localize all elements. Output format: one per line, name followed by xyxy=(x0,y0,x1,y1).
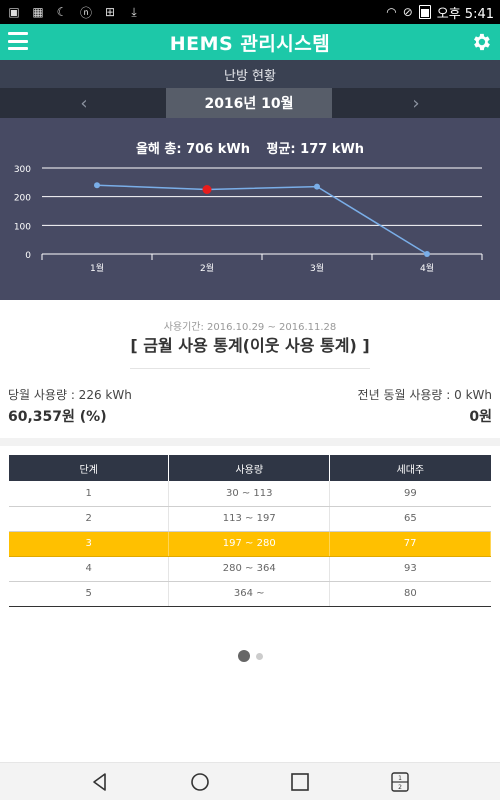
total-usage: 올해 총: 706 kWh xyxy=(135,142,250,157)
notification-icons: ▣ ▦ ☾ ⓝ ⊞ ⤓ xyxy=(6,4,142,21)
cell-count: 80 xyxy=(329,581,491,607)
header-stage: 단계 xyxy=(9,455,170,481)
month-nav: ‹ 2016년 10월 › xyxy=(0,88,500,118)
data-point-selected xyxy=(202,185,212,194)
app-bar: HEMS 관리시스템 xyxy=(0,24,500,60)
data-point xyxy=(314,183,320,190)
next-month-button[interactable]: › xyxy=(412,92,420,114)
image-icon: ▦ xyxy=(32,5,44,19)
cell-stage: 4 xyxy=(9,556,170,582)
cell-range: 113 ~ 197 xyxy=(168,506,331,532)
page-dot-active[interactable] xyxy=(237,650,250,662)
menu-icon[interactable] xyxy=(8,32,28,50)
stats-heading: [ 금월 사용 통계(이웃 사용 통계) ] xyxy=(130,336,370,355)
cell-count: 77 xyxy=(329,531,491,557)
y-tick-label: 100 xyxy=(14,222,31,232)
table-row-highlighted: 3 197 ~ 280 77 xyxy=(9,531,491,557)
app-title: HEMS 관리시스템 xyxy=(169,32,331,55)
cell-range: 30 ~ 113 xyxy=(168,481,331,507)
current-month: 2016년 10월 xyxy=(166,88,332,118)
cell-stage: 3 xyxy=(9,531,170,557)
current-usage: 당월 사용량 : 226 kWh xyxy=(8,388,132,402)
svg-text:1: 1 xyxy=(398,775,402,782)
gear-icon[interactable] xyxy=(470,31,492,53)
cell-count: 65 xyxy=(329,506,491,532)
cell-count: 99 xyxy=(329,481,491,507)
y-tick-label: 0 xyxy=(25,251,31,261)
x-tick-label: 2월 xyxy=(200,262,214,274)
recents-icon[interactable] xyxy=(289,771,311,793)
header-usage: 사용량 xyxy=(168,455,331,481)
status-bar: ▣ ▦ ☾ ⓝ ⊞ ⤓ ◠ ⊘ 오후 5:41 xyxy=(0,0,500,24)
usage-period: 사용기간: 2016.10.29 ~ 2016.11.28 xyxy=(163,322,337,333)
table-row: 2 113 ~ 197 65 xyxy=(9,506,491,532)
section-separator xyxy=(0,438,500,446)
split-screen-icon[interactable]: 1 2 xyxy=(389,771,411,793)
cell-count: 93 xyxy=(329,556,491,582)
status-time: 오후 5:41 xyxy=(436,6,494,22)
series-line xyxy=(96,184,428,255)
stats-panel: 사용기간: 2016.10.29 ~ 2016.11.28 [ 금월 사용 통계… xyxy=(0,300,500,438)
cell-range: 280 ~ 364 xyxy=(168,556,331,582)
x-tick-label: 1월 xyxy=(90,262,104,274)
x-tick-label: 4월 xyxy=(420,262,434,274)
system-nav-bar: 1 2 xyxy=(0,762,500,800)
data-point xyxy=(424,251,430,257)
cell-stage: 5 xyxy=(9,581,170,607)
header-households: 세대주 xyxy=(329,455,491,481)
page-dot[interactable] xyxy=(255,652,263,660)
cell-stage: 2 xyxy=(9,506,170,532)
divider xyxy=(130,368,370,369)
last-year-usage: 전년 동월 사용량 : 0 kWh xyxy=(357,388,492,402)
prev-month-button[interactable]: ‹ xyxy=(80,92,88,114)
cell-range: 364 ~ xyxy=(168,581,331,607)
y-tick-label: 200 xyxy=(14,194,31,204)
moon-icon: ☾ xyxy=(56,5,68,19)
download-icon: ⤓ xyxy=(131,4,137,19)
usage-chart: 0 100 200 300 1월 2월 3월 4월 올해 총: 706 kWh 평균: 177… xyxy=(0,118,500,300)
cell-stage: 1 xyxy=(9,481,170,507)
average-usage: 평균: 177 kWh xyxy=(266,142,365,157)
bag-icon: ▣ xyxy=(8,5,20,19)
svg-text:2: 2 xyxy=(398,784,402,791)
last-year-cost: 0원 xyxy=(469,409,492,425)
data-point xyxy=(94,182,100,189)
x-tick-label: 3월 xyxy=(310,262,324,274)
mute-icon: ⊘ xyxy=(402,5,413,19)
current-cost: 60,357원 (%) xyxy=(8,409,107,425)
plus-box-icon: ⊞ xyxy=(104,5,116,19)
back-icon[interactable] xyxy=(89,771,111,793)
section-title: 난방 현황 xyxy=(0,60,500,88)
table-row: 1 30 ~ 113 99 xyxy=(9,481,491,507)
table-row: 5 364 ~ 80 xyxy=(9,581,491,607)
system-icons: ◠ ⊘ 오후 5:41 xyxy=(386,3,494,22)
table-header-row: 단계 사용량 세대주 xyxy=(9,455,491,481)
y-tick-label: 300 xyxy=(14,165,31,175)
home-icon[interactable] xyxy=(189,771,211,793)
cell-range: 197 ~ 280 xyxy=(168,531,331,557)
table-row: 4 280 ~ 364 93 xyxy=(9,556,491,582)
battery-icon xyxy=(418,5,431,19)
chart-summary: 올해 총: 706 kWh 평균: 177 kWh xyxy=(0,138,500,157)
wifi-icon: ◠ xyxy=(386,5,397,19)
n-icon: ⓝ xyxy=(79,5,92,20)
line-chart: 0 100 200 300 1월 2월 3월 4월 xyxy=(14,165,483,274)
stage-table: 단계 사용량 세대주 1 30 ~ 113 99 2 113 ~ 197 65 … xyxy=(9,455,491,607)
page-indicator xyxy=(0,650,500,662)
